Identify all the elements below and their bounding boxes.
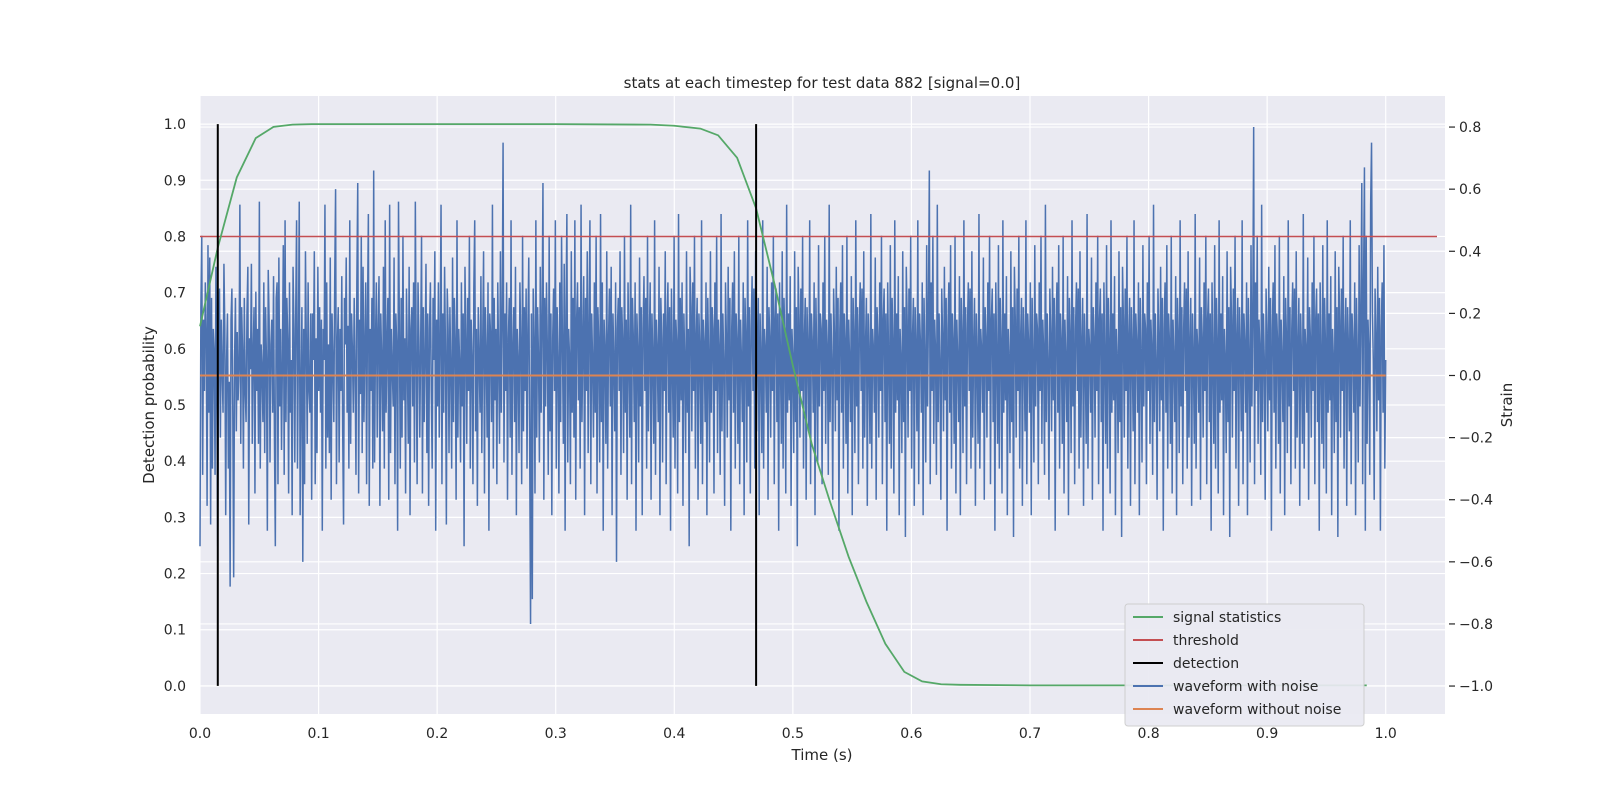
y-tick-label-left: 0.9 [164,173,186,189]
y-tick-label-left: 0.5 [164,398,186,414]
y-tick-label-right: 0.8 [1459,120,1481,136]
x-tick-label: 1.0 [1375,726,1397,742]
y-tick-label-right: −0.4 [1459,493,1493,509]
legend-item-threshold: threshold [1133,633,1239,649]
y-tick-label-left: 0.6 [164,342,186,358]
legend-label-detection: detection [1173,656,1239,672]
y-tick-label-right: 0.6 [1459,182,1481,198]
y-tick-label-right: −1.0 [1459,679,1493,695]
chart-title: stats at each timestep for test data 882… [624,74,1021,92]
legend-box [1124,603,1365,727]
y-tick-label-left: 1.0 [164,117,186,133]
series-signal-statistics [199,123,1367,687]
legend-item-waveform-with-noise: waveform with noise [1133,679,1318,695]
y-tick-label-left: 0.8 [164,229,186,245]
tick-labels: 0.0 0.1 0.2 0.3 0.4 0.5 0.6 0.7 0.8 0.9 1.0 0.0 0.1 0… [164,117,1493,742]
x-axis-label: Time (s) [791,746,853,764]
y-tick-label-left: 0.0 [164,679,186,695]
legend-label-signal-statistics: signal statistics [1173,610,1281,626]
y-tick-label-left: 0.7 [164,286,186,302]
y-tick-label-right: 0.2 [1459,306,1481,322]
y-tick-label-right: −0.2 [1459,431,1493,447]
x-tick-label: 0.0 [189,726,211,742]
y-tick-label-left: 0.2 [164,567,186,583]
y-tick-label-right: 0.0 [1459,368,1481,384]
y-tick-label-left: 0.1 [164,623,186,639]
legend-item-waveform-without-noise: waveform without noise [1133,702,1341,718]
y-tick-label-left: 0.4 [164,454,186,470]
legend-item-detection: detection [1133,656,1239,672]
x-tick-label: 0.1 [307,726,329,742]
legend-label-waveform-with-noise: waveform with noise [1173,679,1318,695]
legend-item-signal-statistics: signal statistics [1133,610,1281,626]
x-tick-label: 0.6 [900,726,922,742]
x-tick-label: 0.9 [1256,726,1278,742]
y-tick-label-right: −0.8 [1459,617,1493,633]
legend: signal statistics threshold detection wa… [1124,603,1365,727]
y-tick-label-right: 0.4 [1459,244,1481,260]
x-tick-label: 0.7 [1019,726,1041,742]
x-tick-label: 0.8 [1137,726,1159,742]
series-layer [199,123,1437,687]
y-tick-label-left: 0.3 [164,510,186,526]
legend-label-threshold: threshold [1173,633,1239,649]
x-tick-label: 0.5 [782,726,804,742]
y-axis-label-left: Detection probability [140,326,158,484]
series-waveform-with-noise [199,127,1387,624]
x-tick-label: 0.2 [426,726,448,742]
y-axis-label-right: Strain [1498,383,1516,427]
y-tick-label-right: −0.6 [1459,555,1493,571]
legend-label-waveform-without-noise: waveform without noise [1173,702,1341,718]
x-tick-label: 0.3 [545,726,567,742]
x-tick-label: 0.4 [663,726,685,742]
